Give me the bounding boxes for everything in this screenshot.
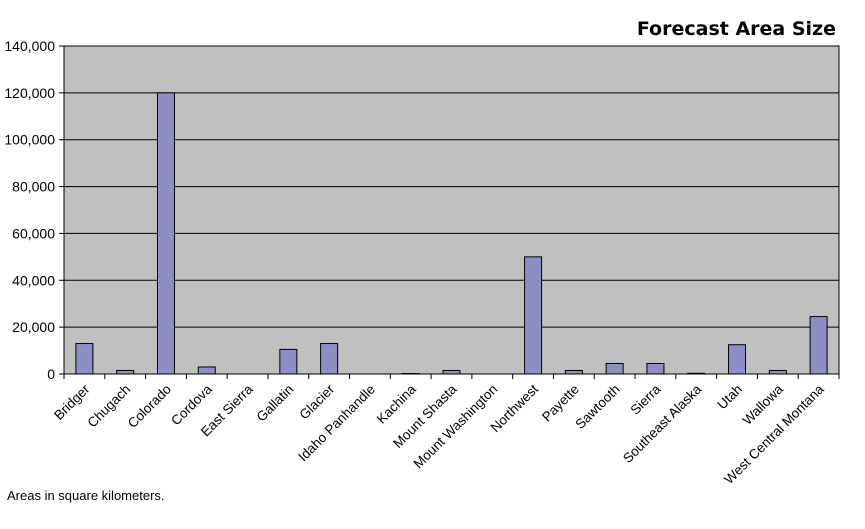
x-tick-label: Idaho Panhandle bbox=[295, 382, 378, 465]
y-axis-ticks: 0 20,000 40,000 60,000 80,000 100,000 120,000 1… bbox=[4, 38, 64, 382]
gridlines bbox=[64, 92, 839, 328]
x-tick-label: Colorado bbox=[125, 382, 174, 431]
chart-note: Areas in square kilometers. bbox=[7, 488, 165, 503]
bar bbox=[564, 369, 583, 375]
x-tick-label: Sawtooth bbox=[572, 382, 622, 432]
bar bbox=[116, 369, 135, 375]
bar bbox=[156, 92, 175, 375]
plot-area bbox=[64, 46, 839, 374]
bar bbox=[646, 362, 665, 375]
y-tick-label: 0 bbox=[47, 366, 55, 382]
y-tick-label: 60,000 bbox=[12, 225, 55, 241]
bar bbox=[197, 366, 216, 375]
chart-title: Forecast Area Size bbox=[637, 18, 836, 40]
bar bbox=[728, 344, 747, 375]
bar bbox=[279, 348, 298, 375]
bar bbox=[605, 362, 624, 375]
bar bbox=[442, 369, 461, 375]
bar bbox=[768, 369, 787, 375]
x-tick-label: Southeast Alaska bbox=[620, 381, 705, 466]
bar bbox=[809, 316, 828, 375]
bar bbox=[320, 343, 339, 375]
bar bbox=[524, 256, 543, 375]
y-tick-label: 120,000 bbox=[4, 85, 55, 101]
x-tick-label: Chugach bbox=[84, 382, 133, 431]
y-tick-label: 40,000 bbox=[12, 272, 55, 288]
bar bbox=[75, 343, 94, 375]
x-tick-label: Utah bbox=[714, 382, 745, 413]
y-tick-label: 20,000 bbox=[12, 319, 55, 335]
x-tick-label: Gallatin bbox=[253, 382, 296, 425]
plot-border bbox=[63, 45, 840, 375]
x-tick-label: Sierra bbox=[627, 381, 663, 417]
y-tick-label: 80,000 bbox=[12, 179, 55, 195]
y-tick-label: 140,000 bbox=[4, 38, 55, 54]
y-tick-label: 100,000 bbox=[4, 132, 55, 148]
